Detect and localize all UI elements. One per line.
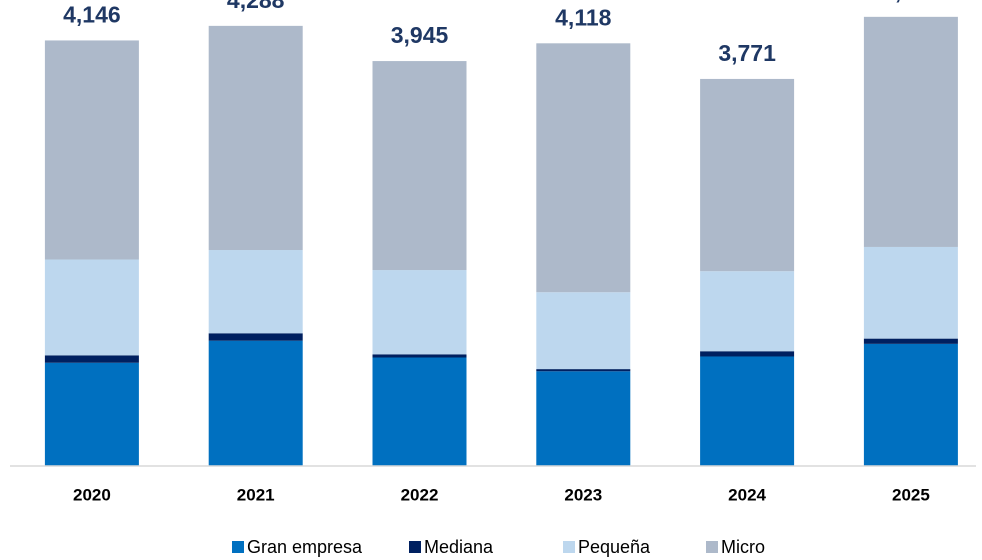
- legend-label: Pequeña: [578, 537, 651, 557]
- total-label: 4,288: [227, 0, 285, 13]
- bar-segment: [44, 259, 139, 356]
- total-label: 4,118: [555, 4, 611, 30]
- x-tick-label: 2022: [401, 485, 439, 504]
- bar-segment: [863, 338, 958, 344]
- legend-swatch: [563, 541, 575, 553]
- bar-segment: [208, 25, 303, 251]
- legend-swatch: [706, 541, 718, 553]
- x-tick-label: 2021: [237, 485, 275, 504]
- bar-segment: [44, 40, 139, 260]
- bar-segment: [44, 362, 139, 466]
- total-label: 4,146: [63, 2, 121, 28]
- x-tick-label: 2023: [564, 485, 602, 504]
- legend-label: Micro: [721, 537, 765, 557]
- bar-segment: [700, 78, 795, 272]
- bar-segment: [536, 369, 631, 372]
- x-tick-label: 2024: [728, 485, 766, 504]
- bar-segment: [700, 351, 795, 357]
- legend-swatch: [232, 541, 244, 553]
- bar-segment: [372, 270, 467, 355]
- x-tick-label: 2025: [892, 485, 930, 504]
- bar-segment: [863, 16, 958, 247]
- legend-label: Mediana: [424, 537, 494, 557]
- legend-swatch: [409, 541, 421, 553]
- bar-segment: [700, 271, 795, 352]
- bar-segment: [863, 343, 958, 466]
- bar-segment: [208, 250, 303, 334]
- bar-segment: [208, 340, 303, 466]
- total-label: 3,771: [718, 40, 776, 66]
- x-tick-label: 2020: [73, 485, 111, 504]
- bar-segment: [208, 333, 303, 341]
- bar-segment: [536, 371, 631, 466]
- bar-segment: [863, 246, 958, 339]
- legend-label: Gran empresa: [247, 537, 363, 557]
- total-label: 3,945: [391, 22, 449, 48]
- bar-segment: [372, 61, 467, 271]
- total-label: 4,376: [882, 0, 940, 4]
- bar-segment: [44, 355, 139, 363]
- bar-segment: [372, 354, 467, 358]
- bar-segment: [536, 43, 631, 293]
- bar-segment: [536, 292, 631, 370]
- bar-segment: [700, 356, 795, 466]
- bar-segment: [372, 357, 467, 466]
